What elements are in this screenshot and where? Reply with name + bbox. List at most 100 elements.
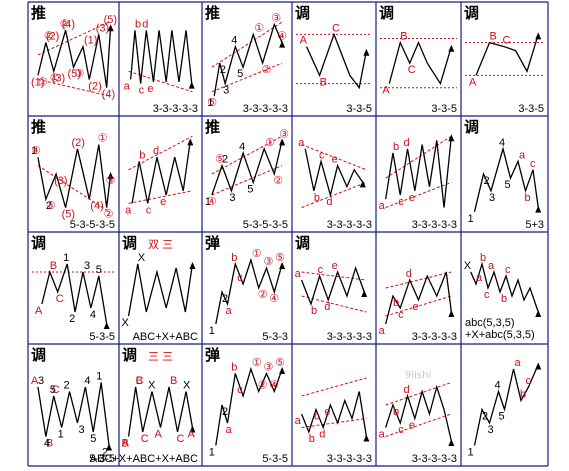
wave-label: A: [300, 35, 308, 47]
wave-label: c: [398, 309, 404, 321]
pattern-cell-r2c3: 推 1 2 3 4 5 ① ② ③ ④ ⑤ 5-3-5-3-5: [205, 118, 289, 231]
wave-label: d: [404, 384, 410, 396]
wave-label: e: [147, 83, 153, 95]
wave-label: ③: [271, 13, 281, 25]
wave-label: 2: [69, 313, 75, 325]
arrow-head: [189, 425, 196, 433]
wave-label: ①: [98, 133, 108, 145]
arrow-head: [279, 138, 286, 146]
cell-title: 调: [295, 4, 310, 22]
grid-lines: [27, 1, 549, 467]
wave-label: B: [50, 260, 57, 272]
wave-label: ②: [104, 209, 114, 221]
wave-label: ⑤: [46, 200, 56, 212]
wave-label: 1: [58, 429, 64, 441]
wave-label: b: [139, 149, 145, 161]
cell-caption: 3-3-3-3-3: [153, 103, 198, 115]
wave-label: e: [409, 192, 415, 204]
wave-label: c: [398, 424, 404, 436]
wave-path: [37, 26, 112, 88]
pattern-cell-r4c1: 调A B C 1 2 3 4 5 1 2 3 4 5 5-3-5: [31, 346, 115, 465]
wave-label: B: [400, 31, 407, 43]
wave-label: e: [413, 301, 419, 313]
cell-caption: ABC+X+ABC+X+ABC: [90, 453, 198, 465]
cell-caption: 3-3-3-3-3: [327, 453, 372, 465]
wave-path: [385, 136, 452, 208]
wave-label: e: [160, 196, 166, 208]
wave-label: ③: [264, 256, 274, 268]
wave-label: 3: [84, 260, 90, 272]
wave-label: 2: [102, 447, 108, 459]
wave-label: (3): [96, 22, 109, 34]
arrow-head: [448, 310, 455, 317]
grid-cells: 推(1)(2)(3)(4)(5)(1)(2)(3)(4)(5)①②①②③abcd…: [31, 4, 544, 465]
cell-caption: 5-3-5: [89, 331, 115, 343]
wave-path: [473, 364, 539, 446]
cell-caption: 5-3-5: [262, 453, 288, 465]
wave-label: a: [295, 415, 302, 427]
wave-label: 2: [46, 200, 52, 212]
cell-title: 弹: [205, 346, 220, 364]
channel-line: [301, 144, 367, 171]
channel-line: [211, 135, 283, 175]
channel-line: [385, 382, 452, 406]
wave-label: B: [170, 375, 177, 387]
wave-label: c: [139, 85, 145, 97]
cell-caption: 5-3-5-3-5: [243, 219, 288, 231]
wave-label: 1: [209, 447, 215, 459]
wave-label: 3: [78, 424, 84, 436]
cell-caption: 5-3-5: [89, 453, 115, 465]
wave-label: B: [490, 31, 497, 43]
wave-label: c: [526, 375, 532, 387]
wave-label: (4): [90, 200, 103, 212]
cell-subtitle: 双 三: [148, 238, 173, 251]
cell-title: 调: [464, 118, 479, 136]
channel-line: [37, 21, 110, 56]
wave-label: b: [231, 252, 237, 264]
wave-label: ②: [60, 18, 70, 30]
cell-caption: 3-3-5: [431, 103, 457, 115]
wave-label: B: [122, 438, 129, 450]
wave-label: X: [122, 317, 130, 329]
wave-path: [306, 32, 368, 90]
wave-label: d: [319, 429, 325, 441]
wave-label: 2: [222, 154, 228, 166]
channel-line: [301, 181, 367, 209]
cell-caption: 3-3-3-3-3: [412, 331, 457, 343]
arrow-head: [106, 443, 113, 451]
cell-caption: 5-3-5-3-5: [70, 219, 115, 231]
wave-path: [473, 146, 539, 212]
arrow-head: [279, 262, 286, 269]
wave-path: [300, 391, 368, 437]
arrow-head: [279, 367, 286, 374]
wave-label: 2: [484, 175, 490, 187]
wave-label: ④: [269, 380, 279, 392]
arrow-head: [107, 24, 114, 32]
wave-label: d: [324, 301, 330, 313]
wave-label: (2): [46, 31, 59, 43]
wave-label: 3: [488, 424, 494, 436]
wave-label: b: [525, 192, 531, 204]
pattern-cell-r2c5: a b c d e 3-3-3-3-3: [379, 134, 457, 231]
wave-label: 2: [64, 380, 70, 392]
wave-label: (2): [88, 81, 101, 93]
wave-label: 4: [239, 141, 245, 153]
wave-label: ②: [273, 175, 283, 187]
wave-label: 4: [499, 137, 505, 149]
wave-path: [215, 257, 283, 325]
wave-label: a: [124, 81, 131, 93]
wave-label: e: [332, 260, 338, 272]
cell-title: 弹: [205, 234, 220, 252]
channel-line: [211, 21, 283, 68]
pattern-cell-r1c2: a b c d e3-3-3-3-3: [124, 18, 198, 115]
wave-label: C: [52, 384, 60, 396]
arrow-head: [188, 81, 195, 89]
arrow-head: [103, 322, 110, 329]
pattern-cell-r3c4: 调 a b c d e 3-3-3-3-3: [295, 234, 372, 343]
wave-label: 4: [44, 438, 50, 450]
channel-line: [301, 377, 367, 397]
wave-path: [475, 34, 539, 76]
wave-label: b: [309, 433, 315, 445]
